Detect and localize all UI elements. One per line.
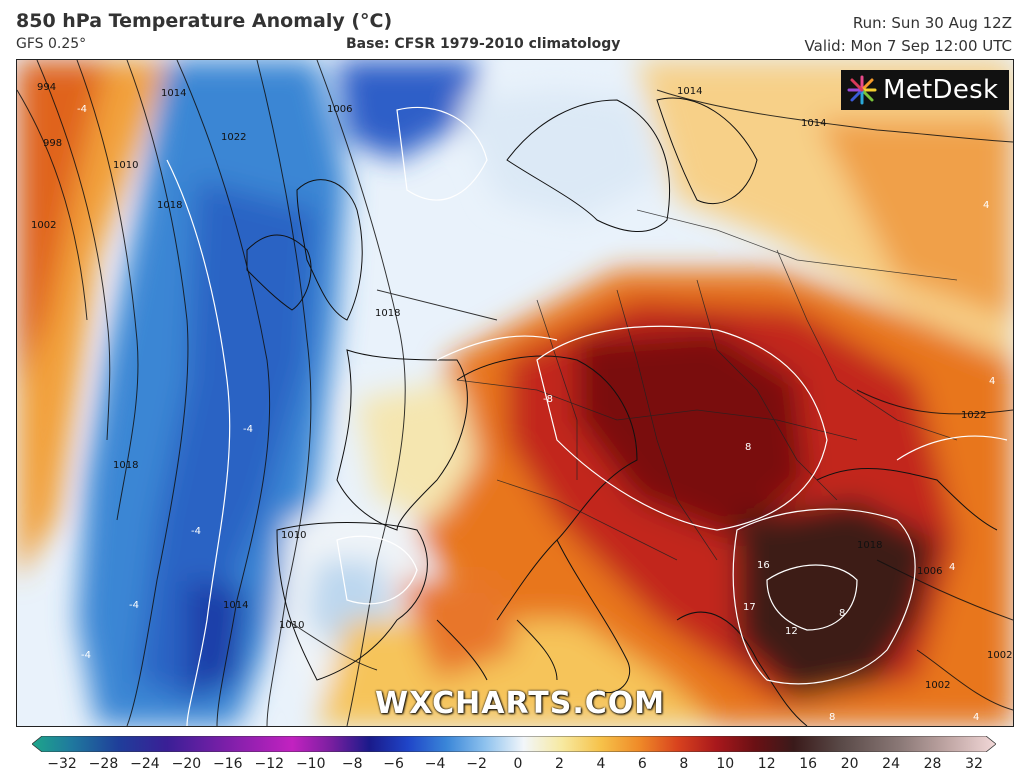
colorbar-tick-label: 32 [965, 756, 983, 772]
valid-label: Valid: Mon 7 Sep 12:00 UTC [804, 37, 1012, 55]
isobar-label: 1014 [801, 118, 827, 129]
anomaly-label: 8 [745, 442, 752, 453]
colorbar-tick-label: −8 [341, 756, 363, 772]
colorbar-tick-label: 24 [882, 756, 900, 772]
anomaly-label: 12 [785, 626, 798, 637]
anomaly-map: 994 998 1002 1010 1014 1018 1022 1006 10… [16, 59, 1014, 727]
anomaly-label: 4 [973, 712, 980, 723]
base-label: Base: CFSR 1979-2010 climatology [346, 36, 621, 52]
isobar-label: 1002 [31, 220, 57, 231]
country-borders [456, 209, 958, 561]
anomaly-label: 16 [757, 560, 770, 571]
isobar-label: 1006 [917, 566, 943, 577]
colorbar-tick-label: −2 [466, 756, 487, 772]
colorbar-tick-label: −12 [254, 756, 285, 772]
isobar-label: 1010 [279, 620, 305, 631]
colorbar-tick-label: 16 [799, 756, 818, 772]
isobar-label: 1014 [677, 86, 703, 97]
isobar-label: 998 [43, 138, 63, 149]
run-label: Run: Sun 30 Aug 12Z [852, 14, 1012, 32]
colorbar-tick-label: −20 [171, 756, 202, 772]
anomaly-label: -4 [77, 104, 87, 115]
isobar-label: 1018 [113, 460, 139, 471]
burst-icon [847, 75, 877, 105]
logo-text: MetDesk [883, 75, 999, 105]
anomaly-contours [166, 106, 1008, 726]
colorbar-ticks: −32 −28 −24 −20 −16 −12 −10 −8 −6 −4 −2 0 2 4 6 8 10 12 16… [0, 756, 1024, 776]
map-canvas [17, 60, 1013, 726]
isobars [17, 60, 1013, 726]
anomaly-label: 4 [983, 200, 990, 211]
isobar-label: 1022 [961, 410, 987, 421]
model-label: GFS 0.25° [16, 36, 87, 52]
colorbar-tick-label: −16 [213, 756, 243, 772]
colorbar-tick-label: 4 [596, 756, 606, 772]
anomaly-label: 17 [743, 602, 756, 613]
anomaly-label: 4 [949, 562, 956, 573]
colorbar-tick-label: −6 [383, 756, 404, 772]
colorbar-tick-label: 10 [716, 756, 735, 772]
colorbar-tick-label: 0 [513, 756, 523, 772]
anomaly-label: 4 [989, 376, 996, 387]
watermark: WXCHARTS.COM [375, 686, 666, 721]
colorbar-tick-label: −28 [88, 756, 119, 772]
colorbar-tick-label: −32 [47, 756, 77, 772]
isobar-label: 1010 [281, 530, 307, 541]
anomaly-label: -4 [191, 526, 201, 537]
anomaly-label: -4 [81, 650, 91, 661]
colorbar-tick-label: 28 [923, 756, 942, 772]
isobar-label: 1018 [857, 540, 883, 551]
anomaly-field [17, 60, 1013, 726]
isobar-label: 1022 [221, 132, 247, 143]
isobar-label: 1002 [925, 680, 951, 691]
colorbar-tick-label: 2 [554, 756, 564, 772]
colorbar-tick-label: 8 [679, 756, 689, 772]
isobar-label: 1006 [327, 104, 353, 115]
isobar-label: 1018 [157, 200, 183, 211]
isobar-label: 1018 [375, 308, 401, 319]
isobar-label: 1014 [223, 600, 249, 611]
colorbar [32, 736, 996, 752]
coastlines [246, 97, 998, 726]
chart-title: 850 hPa Temperature Anomaly (°C) [16, 10, 393, 32]
anomaly-label: -8 [543, 394, 553, 405]
anomaly-label: 8 [839, 608, 846, 619]
colorbar-tick-label: −10 [295, 756, 326, 772]
colorbar-tick-label: 12 [757, 756, 776, 772]
colorbar-tick-label: 20 [840, 756, 859, 772]
isobar-label: 994 [37, 82, 57, 93]
colorbar-tick-label: 6 [637, 756, 647, 772]
isobar-label: 1002 [987, 650, 1013, 661]
anomaly-label: -4 [243, 424, 253, 435]
anomaly-label: -4 [129, 600, 139, 611]
isobar-label: 1014 [161, 88, 187, 99]
colorbar-tick-label: −24 [130, 756, 160, 772]
anomaly-label: 8 [829, 712, 836, 723]
metdesk-logo: MetDesk [841, 70, 1009, 110]
colorbar-tick-label: −4 [424, 756, 446, 772]
isobar-label: 1010 [113, 160, 139, 171]
